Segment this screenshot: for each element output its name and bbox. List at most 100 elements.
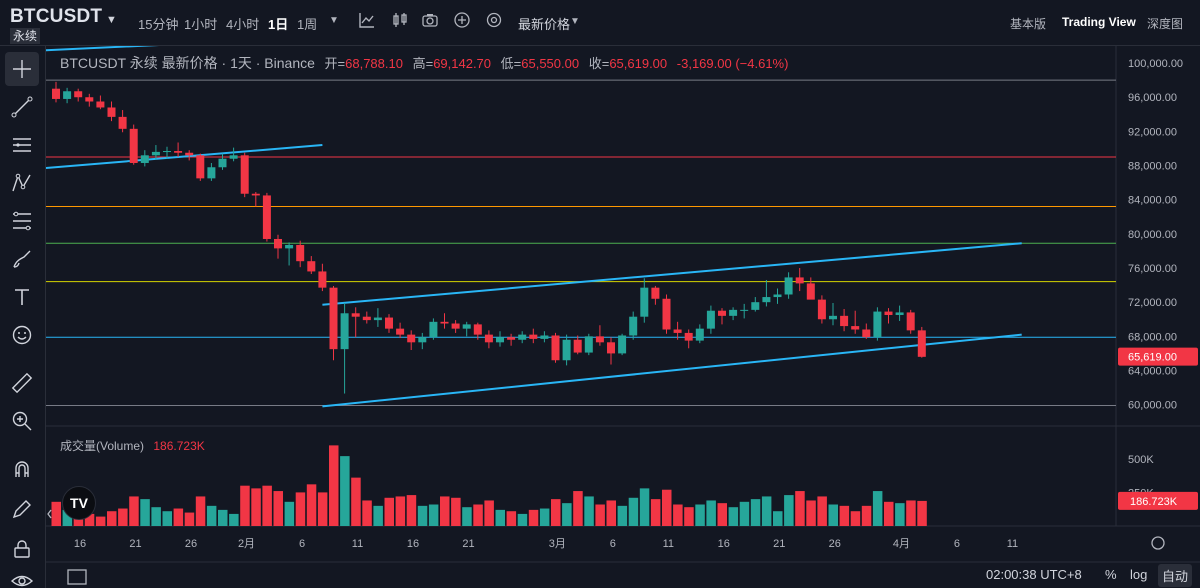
brush-icon[interactable]: [5, 242, 39, 276]
legend-open-label: 开=: [324, 56, 346, 71]
candle-body: [362, 316, 371, 321]
candle-body: [196, 155, 205, 179]
price-chart[interactable]: 100,000.00 96,000.00 92,000.00 88,000.00 84,…: [46, 46, 1200, 588]
eye-icon[interactable]: [5, 564, 39, 588]
percent-scale-button[interactable]: %: [1105, 567, 1117, 582]
timeframe-more-chevron-icon[interactable]: ▼: [329, 15, 339, 26]
pencil-lock-icon[interactable]: [5, 492, 39, 526]
volume-bar: [717, 503, 727, 526]
camera-icon[interactable]: [420, 11, 440, 31]
volume-bar: [917, 500, 927, 526]
volume-axis-label: 500K: [1128, 454, 1154, 466]
symbol-title[interactable]: BTCUSDT: [10, 6, 103, 27]
volume-bar: [662, 489, 672, 526]
time-axis-label: 11: [352, 538, 363, 550]
volume-bar: [317, 492, 328, 526]
candle-body: [884, 311, 893, 315]
candle-body: [640, 287, 649, 317]
auto-scale-button[interactable]: 自动: [1158, 564, 1193, 587]
volume-bar: [473, 504, 483, 526]
volume-bar: [273, 491, 283, 526]
candle-body: [351, 313, 360, 317]
candle-body: [651, 287, 660, 299]
volume-legend: 成交量(Volume) 186.723K: [60, 437, 205, 454]
volume-bar: [706, 500, 716, 526]
candle-body: [329, 287, 338, 350]
volume-bar: [107, 511, 117, 526]
fib-icon[interactable]: [5, 204, 39, 238]
candle-body: [851, 326, 860, 330]
volume-bar: [861, 505, 872, 526]
log-scale-button[interactable]: log: [1130, 567, 1148, 582]
volume-bar: [906, 500, 916, 526]
volume-legend-label: 成交量(Volume): [60, 439, 145, 453]
volume-bar: [639, 488, 650, 526]
symbol-caret-down-icon[interactable]: ▼: [106, 14, 117, 26]
volume-bar: [628, 497, 639, 526]
volume-bar: [595, 504, 605, 526]
volume-bar: [362, 500, 372, 526]
candle-body: [706, 310, 715, 329]
volume-bar: [617, 505, 628, 526]
volume-bar: [784, 495, 794, 526]
view-tab-tradingview[interactable]: Trading View: [1062, 15, 1136, 29]
candle-body: [496, 337, 504, 343]
time-axis-label: 16: [74, 538, 86, 550]
settings-gear-icon[interactable]: [484, 11, 504, 31]
candle-body: [118, 116, 127, 129]
candle-body: [307, 261, 316, 272]
price-type-chevron-down-icon[interactable]: ▼: [570, 16, 580, 27]
volume-bar: [850, 511, 861, 526]
time-axis-label: 21: [129, 538, 141, 550]
crosshair-icon[interactable]: [5, 52, 39, 86]
timeframe-1w[interactable]: 1周: [297, 17, 318, 32]
time-axis-label: 6: [299, 538, 305, 550]
candle-body: [207, 167, 216, 179]
pattern-icon[interactable]: [5, 166, 39, 200]
top-toolbar: BTCUSDT ▼ 永续 15分钟 1小时 4小时 1日 1周 ▼ 最新价格 ▼…: [0, 0, 1200, 46]
candle-body: [751, 302, 760, 310]
candle-body: [285, 244, 294, 249]
candle-body: [85, 97, 94, 102]
candle-body: [684, 332, 693, 341]
time-axis-label: 16: [718, 538, 730, 550]
candle-body: [262, 195, 271, 239]
candle-body: [718, 310, 726, 316]
magnet-icon[interactable]: [5, 452, 39, 486]
timeframe-4h[interactable]: 4小时: [226, 17, 260, 32]
zoom-in-icon[interactable]: [5, 404, 39, 438]
emoji-icon[interactable]: [5, 318, 39, 352]
text-icon[interactable]: [5, 280, 39, 314]
trend-line-icon[interactable]: [5, 90, 39, 124]
tradingview-logo[interactable]: TV: [62, 486, 96, 520]
volume-bar: [895, 503, 905, 526]
add-plus-icon[interactable]: [452, 11, 472, 31]
volume-bar: [195, 496, 206, 526]
time-axis-label: 4月: [893, 538, 910, 550]
ruler-icon[interactable]: [5, 366, 39, 400]
date-range-icon: [67, 569, 87, 585]
timeframe-15m[interactable]: 15分钟: [138, 17, 179, 32]
candle-body: [729, 309, 738, 316]
volume-bar: [773, 511, 783, 526]
candle-body: [440, 321, 449, 324]
indicator-chart-icon[interactable]: [357, 11, 377, 31]
lock-icon[interactable]: [5, 532, 39, 566]
axis-settings-icon: [1151, 536, 1165, 550]
volume-bar: [795, 491, 805, 526]
price-type-select[interactable]: 最新价格: [518, 17, 571, 32]
volume-bar: [562, 503, 572, 526]
candle-body: [407, 334, 416, 343]
candle-body: [418, 337, 427, 343]
timeframe-1d[interactable]: 1日: [268, 17, 289, 32]
volume-bar: [173, 508, 184, 526]
horizontal-lines-icon[interactable]: [5, 128, 39, 162]
trend-line-1: [46, 144, 323, 170]
volume-bar: [695, 504, 705, 526]
clock-time[interactable]: 02:00:38 UTC+8: [986, 567, 1082, 582]
timeframe-1h[interactable]: 1小时: [184, 17, 218, 32]
view-tab-basic[interactable]: 基本版: [1010, 17, 1047, 31]
view-tab-depth[interactable]: 深度图: [1147, 17, 1184, 31]
candle-style-icon[interactable]: [390, 11, 410, 31]
candle-body: [584, 336, 593, 353]
